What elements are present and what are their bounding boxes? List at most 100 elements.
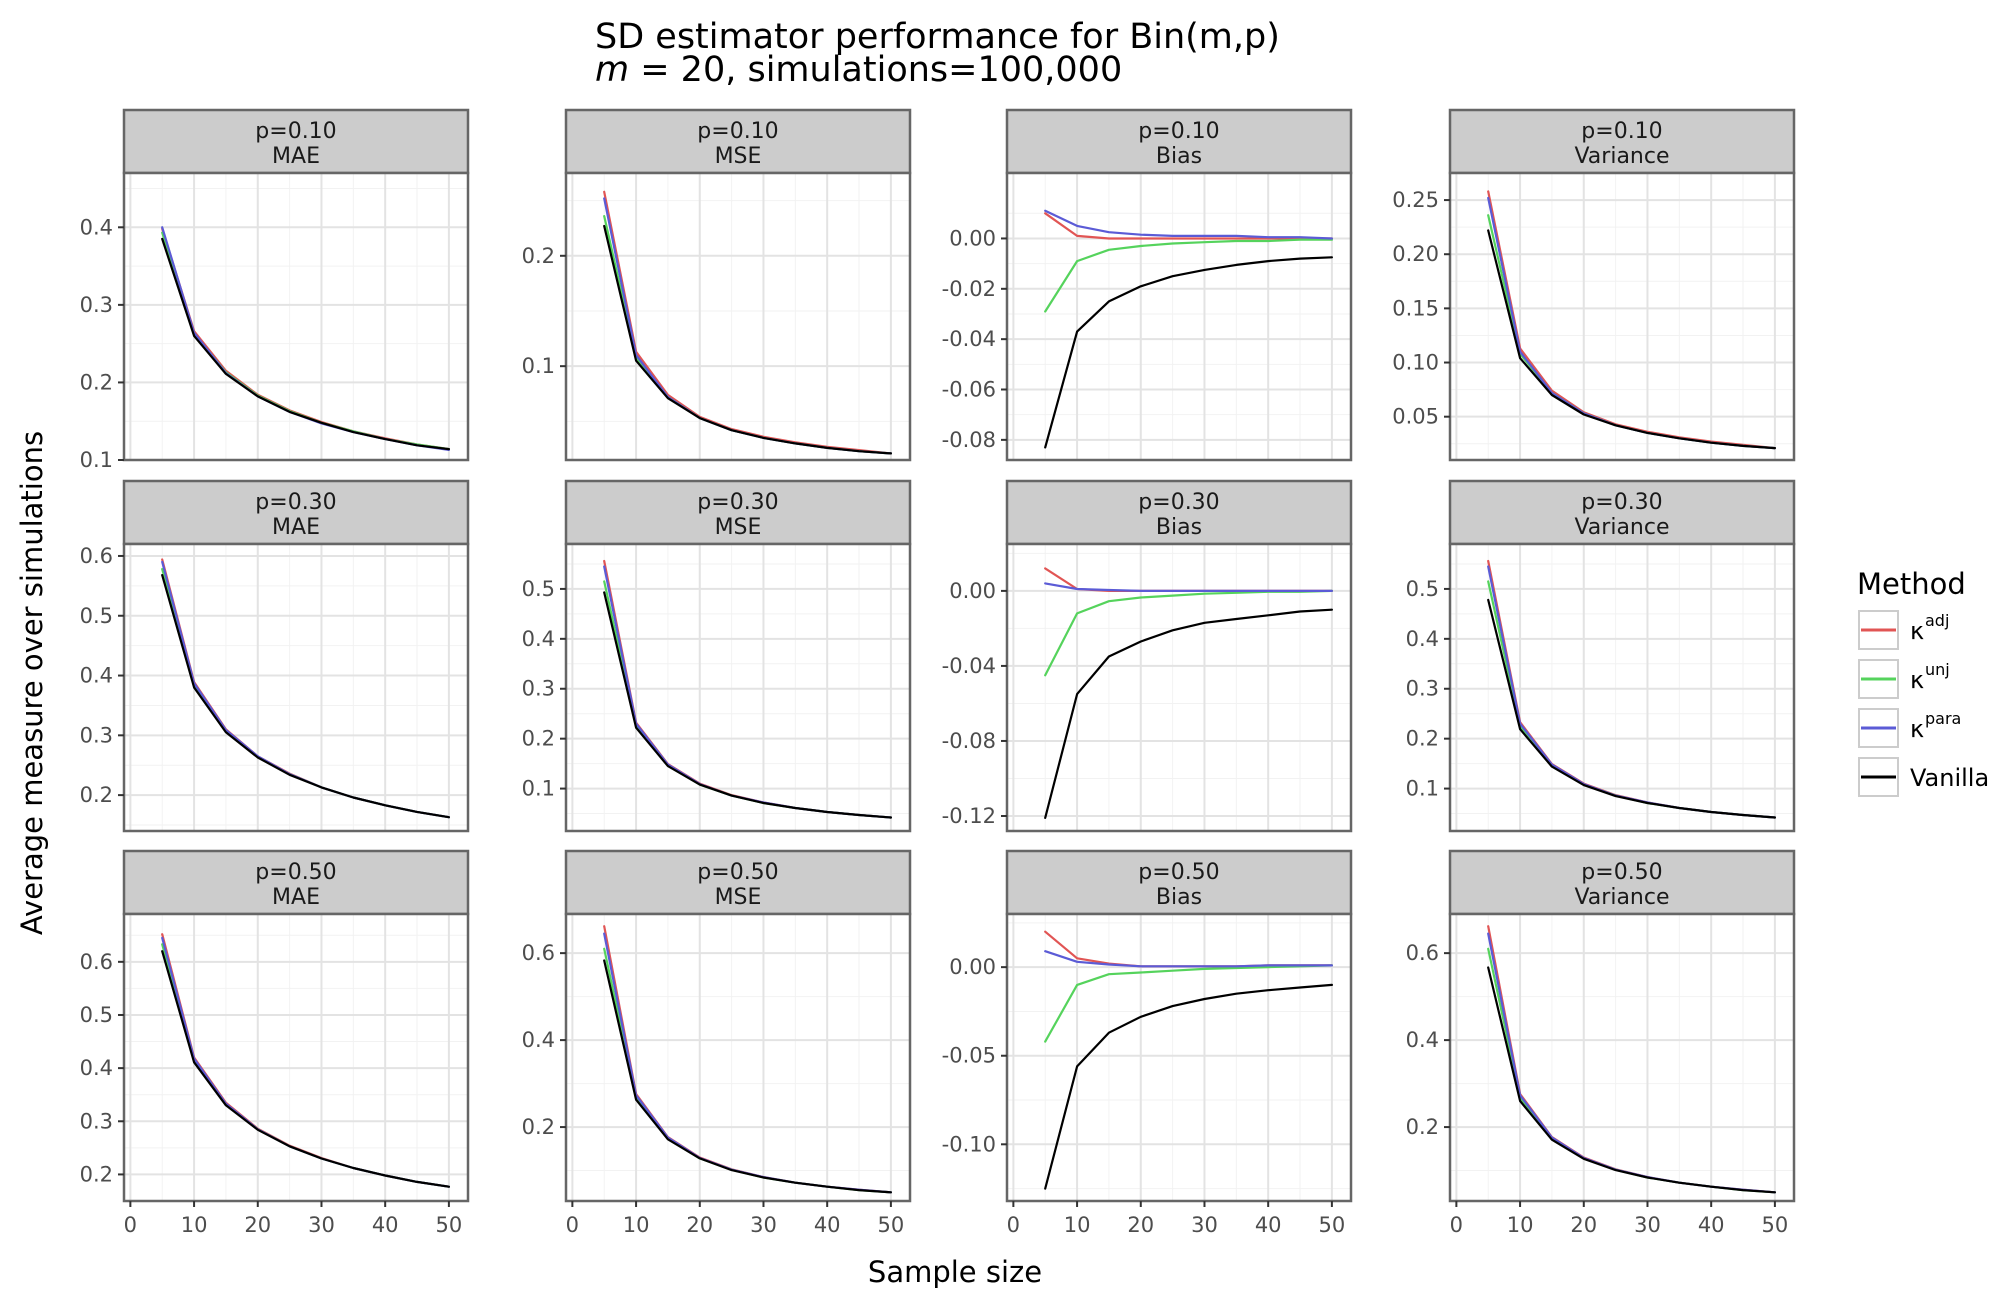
series-line-para	[1044, 582, 1334, 593]
x-tick-label: 50	[1762, 1213, 1789, 1237]
y-tick-label: 0.2	[80, 783, 113, 807]
facet-strip-measure-label: MAE	[272, 515, 320, 540]
facet-strip	[1448, 849, 1796, 916]
series-line-vanilla	[603, 224, 893, 455]
series-line-vanilla	[1487, 598, 1777, 819]
legend-item-vanilla: Vanilla	[1858, 757, 1989, 797]
panel-border	[1005, 542, 1353, 833]
series-group	[1487, 190, 1777, 450]
facet-strip-p-label: p=0.50	[1581, 860, 1662, 885]
series-group	[603, 559, 893, 819]
x-tick-label: 50	[436, 1213, 463, 1237]
panel-border	[1448, 171, 1796, 462]
y-tick-label: -0.04	[942, 327, 996, 351]
facet-strip-p-label: p=0.30	[255, 490, 336, 515]
facet-strip-measure-label: Bias	[1156, 144, 1202, 169]
facet-strip-measure-label: MSE	[715, 144, 762, 169]
series-group	[603, 190, 893, 455]
y-tick-label: -0.08	[942, 428, 996, 452]
y-tick-label: 0.3	[80, 293, 113, 317]
y-tick-label: 0.10	[1392, 351, 1439, 375]
series-group	[1044, 930, 1334, 1190]
y-tick-label: -0.04	[942, 654, 996, 678]
facet-strip	[122, 479, 470, 546]
x-tick-label: 10	[623, 1213, 650, 1237]
y-tick-label: -0.05	[942, 1044, 996, 1068]
y-tick-label: 0.1	[522, 354, 555, 378]
x-tick-label: 0	[1007, 1213, 1020, 1237]
facet-strip-p-label: p=0.30	[1138, 490, 1219, 515]
y-tick-label: 0.1	[1406, 777, 1439, 801]
x-axis-label: Sample size	[868, 1255, 1042, 1289]
legend-item-unj: κ unj	[1858, 659, 1950, 699]
facet-strip-measure-label: Variance	[1574, 144, 1669, 169]
y-tick-label: 0.6	[80, 544, 113, 568]
facet-strip	[564, 108, 912, 175]
y-tick-label: 0.4	[522, 627, 555, 651]
y-tick-label: 0.3	[80, 723, 113, 747]
x-tick-label: 30	[308, 1213, 335, 1237]
x-tick-label: 50	[878, 1213, 905, 1237]
y-axis-label: Average measure over simulations	[15, 431, 49, 935]
y-tick-label: 0.3	[80, 1109, 113, 1133]
y-tick-label: 0.2	[522, 244, 555, 268]
series-line-vanilla	[161, 573, 450, 819]
x-tick-label: 40	[1698, 1213, 1725, 1237]
facet-strip-p-label: p=0.30	[1581, 490, 1662, 515]
legend-title: Method	[1857, 567, 1966, 601]
x-tick-label: 10	[1507, 1213, 1534, 1237]
legend-item-para: κ para	[1858, 708, 1961, 748]
grid	[124, 914, 468, 1201]
y-tick-label: 0.3	[522, 677, 555, 701]
x-tick-label: 30	[1191, 1213, 1218, 1237]
panel-border	[1448, 912, 1796, 1203]
grid	[1450, 544, 1794, 831]
y-tick-label: 0.00	[949, 955, 996, 979]
panel-border	[564, 171, 912, 462]
y-tick-label: 0.4	[80, 215, 113, 239]
legend-label: κ	[1910, 666, 1924, 694]
panel-border	[122, 912, 470, 1203]
y-tick-label: -0.10	[942, 1132, 996, 1156]
x-tick-label: 20	[244, 1213, 271, 1237]
y-tick-label: 0.4	[1406, 1028, 1439, 1052]
plot-area	[566, 173, 910, 460]
plot-area	[566, 544, 910, 831]
x-tick-label: 30	[750, 1213, 777, 1237]
x-tick-label: 10	[181, 1213, 208, 1237]
legend-label-superscript: unj	[1925, 660, 1950, 679]
x-tick-label: 10	[1064, 1213, 1091, 1237]
facet-strip-p-label: p=0.10	[255, 119, 336, 144]
plot-area	[566, 914, 910, 1201]
y-tick-label: 0.2	[522, 727, 555, 751]
y-tick-label: 0.4	[80, 664, 113, 688]
grid	[1007, 914, 1351, 1201]
series-line-unj	[1044, 238, 1334, 313]
legend: Method κ adj κ unj κ para Vanilla	[1857, 567, 1989, 797]
series-group	[161, 226, 450, 451]
y-tick-label: 0.1	[522, 777, 555, 801]
series-line-unj	[1044, 964, 1334, 1043]
x-tick-label: 20	[1127, 1213, 1154, 1237]
y-tick-label: 0.4	[522, 1028, 555, 1052]
facet-strip	[1005, 479, 1353, 546]
y-tick-label: 0.4	[80, 1056, 113, 1080]
y-tick-label: 0.1	[80, 448, 113, 472]
facet-strip-p-label: p=0.50	[255, 860, 336, 885]
panel-border	[564, 912, 912, 1203]
y-tick-label: 0.00	[949, 579, 996, 603]
legend-item-adj: κ adj	[1858, 610, 1949, 650]
plot-area	[1450, 914, 1794, 1201]
facet-strip	[1005, 849, 1353, 916]
series-line-vanilla	[603, 959, 893, 1194]
plot-area	[1007, 544, 1351, 831]
plot-area	[124, 544, 468, 831]
